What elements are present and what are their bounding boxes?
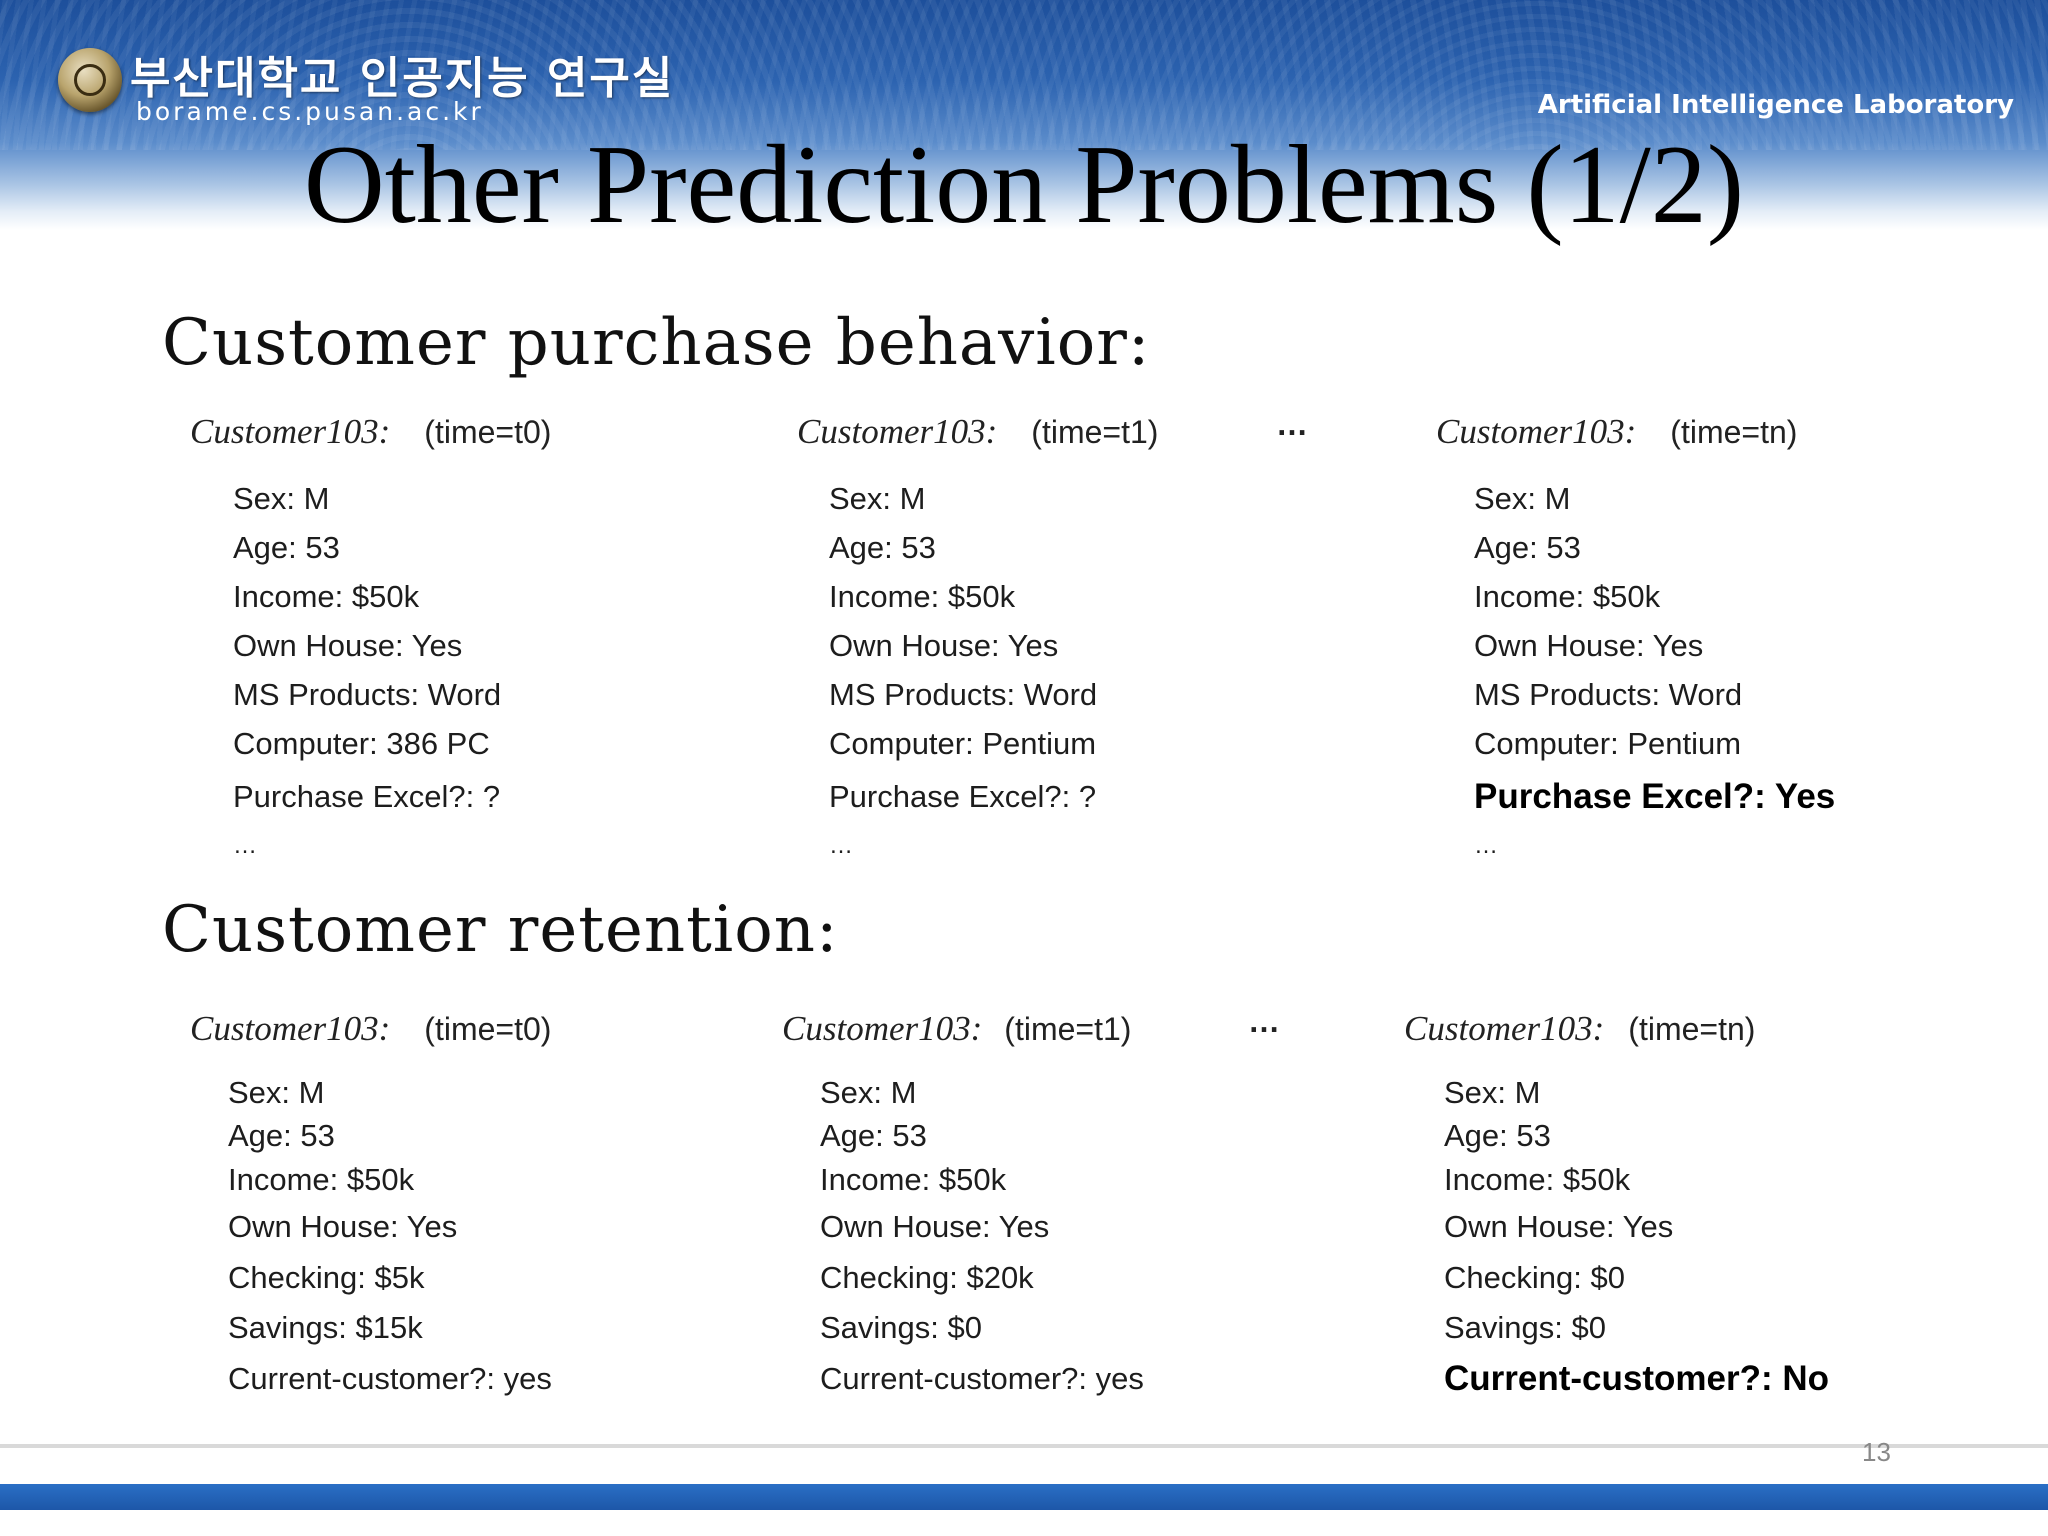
page-number: 13 xyxy=(1862,1437,1891,1467)
customer-header-tn: Customer103: (time=tn) xyxy=(1404,1009,1755,1049)
attribute-own-house: Own House: Yes xyxy=(233,628,463,663)
attribute-sex: Sex: M xyxy=(1474,481,1571,516)
customer-id: Customer103: xyxy=(190,1009,391,1048)
lab-url: borame.cs.pusan.ac.kr xyxy=(136,97,484,126)
attribute-purchase-excel: Purchase Excel?: Yes xyxy=(1474,777,1836,816)
attribute-income: Income: $50k xyxy=(1444,1162,1631,1197)
attribute-checking: Checking: $20k xyxy=(820,1259,1034,1295)
attribute-own-house: Own House: Yes xyxy=(829,628,1059,663)
attribute-more: … xyxy=(829,832,853,859)
customer-id: Customer103: xyxy=(190,412,391,451)
attribute-age: Age: 53 xyxy=(233,530,340,565)
attribute-list-tn: Sex: M Age: 53 Income: $50k Own House: Y… xyxy=(1474,474,1835,866)
attribute-savings: Savings: $15k xyxy=(228,1310,423,1345)
attribute-income: Income: $50k xyxy=(233,579,420,614)
attribute-list-t1: Sex: M Age: 53 Income: $50k Own House: Y… xyxy=(820,1072,1144,1404)
attribute-more: … xyxy=(233,832,257,859)
customer-header-t1: Customer103: (time=t1) xyxy=(782,1009,1131,1049)
attribute-purchase-excel: Purchase Excel?: ? xyxy=(829,779,1097,814)
slide-title: Other Prediction Problems (1/2) xyxy=(303,123,1745,247)
attribute-own-house: Own House: Yes xyxy=(820,1209,1050,1244)
attribute-income: Income: $50k xyxy=(829,579,1016,614)
header-banner: 부산대학교 인공지능 연구실 borame.cs.pusan.ac.kr Art… xyxy=(0,0,2048,230)
attribute-income: Income: $50k xyxy=(820,1162,1007,1197)
customer-id: Customer103: xyxy=(797,412,998,451)
attribute-age: Age: 53 xyxy=(228,1118,335,1153)
attribute-checking: Checking: $0 xyxy=(1444,1259,1625,1295)
attribute-own-house: Own House: Yes xyxy=(228,1209,458,1244)
attribute-sex: Sex: M xyxy=(233,481,330,516)
attribute-savings: Savings: $0 xyxy=(820,1310,982,1345)
lab-name-korean: 부산대학교 인공지능 연구실 xyxy=(130,53,675,104)
attribute-sex: Sex: M xyxy=(829,481,926,516)
attribute-ms-products: MS Products: Word xyxy=(233,677,502,712)
attribute-age: Age: 53 xyxy=(820,1118,927,1153)
customer-time: (time=t0) xyxy=(424,414,552,450)
attribute-ms-products: MS Products: Word xyxy=(829,677,1098,712)
timeline-ellipsis: … xyxy=(1276,406,1309,442)
customer-id: Customer103: xyxy=(1404,1009,1605,1048)
attribute-computer: Computer: 386 PC xyxy=(233,726,490,761)
attribute-current-customer: Current-customer?: yes xyxy=(820,1360,1144,1396)
attribute-savings: Savings: $0 xyxy=(1444,1310,1606,1345)
section-heading-retention: Customer retention: xyxy=(162,893,839,967)
attribute-sex: Sex: M xyxy=(1444,1075,1541,1110)
university-seal-icon xyxy=(58,48,122,112)
attribute-sex: Sex: M xyxy=(228,1075,325,1110)
customer-id: Customer103: xyxy=(782,1009,983,1048)
timeline-ellipsis: … xyxy=(1248,1003,1281,1039)
attribute-income: Income: $50k xyxy=(1474,579,1661,614)
attribute-list-tn: Sex: M Age: 53 Income: $50k Own House: Y… xyxy=(1444,1072,1829,1404)
customer-header-t0: Customer103: (time=t0) xyxy=(190,1009,551,1049)
attribute-current-customer: Current-customer?: yes xyxy=(228,1360,552,1396)
attribute-computer: Computer: Pentium xyxy=(1474,726,1742,761)
customer-header-tn: Customer103: (time=tn) xyxy=(1436,412,1797,452)
customer-time: (time=tn) xyxy=(1670,414,1798,450)
attribute-checking: Checking: $5k xyxy=(228,1259,425,1295)
customer-time: (time=tn) xyxy=(1628,1011,1756,1047)
customer-time: (time=t1) xyxy=(1031,414,1159,450)
section-heading-purchase: Customer purchase behavior: xyxy=(162,306,1151,380)
attribute-age: Age: 53 xyxy=(1444,1118,1551,1153)
customer-id: Customer103: xyxy=(1436,412,1637,451)
footer-divider xyxy=(0,1444,2048,1448)
attribute-age: Age: 53 xyxy=(829,530,936,565)
attribute-list-t0: Sex: M Age: 53 Income: $50k Own House: Y… xyxy=(233,474,501,866)
customer-time: (time=t0) xyxy=(424,1011,552,1047)
attribute-current-customer: Current-customer?: No xyxy=(1444,1358,1830,1398)
lab-name-english: Artificial Intelligence Laboratory xyxy=(1537,90,2014,120)
attribute-purchase-excel: Purchase Excel?: ? xyxy=(233,779,501,814)
footer-bar xyxy=(0,1484,2048,1510)
customer-time: (time=t1) xyxy=(1004,1011,1132,1047)
attribute-age: Age: 53 xyxy=(1474,530,1581,565)
banner-wave-pattern xyxy=(0,0,2048,150)
attribute-computer: Computer: Pentium xyxy=(829,726,1097,761)
attribute-income: Income: $50k xyxy=(228,1162,415,1197)
attribute-list-t0: Sex: M Age: 53 Income: $50k Own House: Y… xyxy=(228,1072,552,1404)
attribute-sex: Sex: M xyxy=(820,1075,917,1110)
attribute-list-t1: Sex: M Age: 53 Income: $50k Own House: Y… xyxy=(829,474,1097,866)
attribute-ms-products: MS Products: Word xyxy=(1474,677,1743,712)
attribute-own-house: Own House: Yes xyxy=(1474,628,1704,663)
customer-header-t0: Customer103: (time=t0) xyxy=(190,412,551,452)
customer-header-t1: Customer103: (time=t1) xyxy=(797,412,1158,452)
attribute-more: … xyxy=(1474,832,1498,859)
attribute-own-house: Own House: Yes xyxy=(1444,1209,1674,1244)
